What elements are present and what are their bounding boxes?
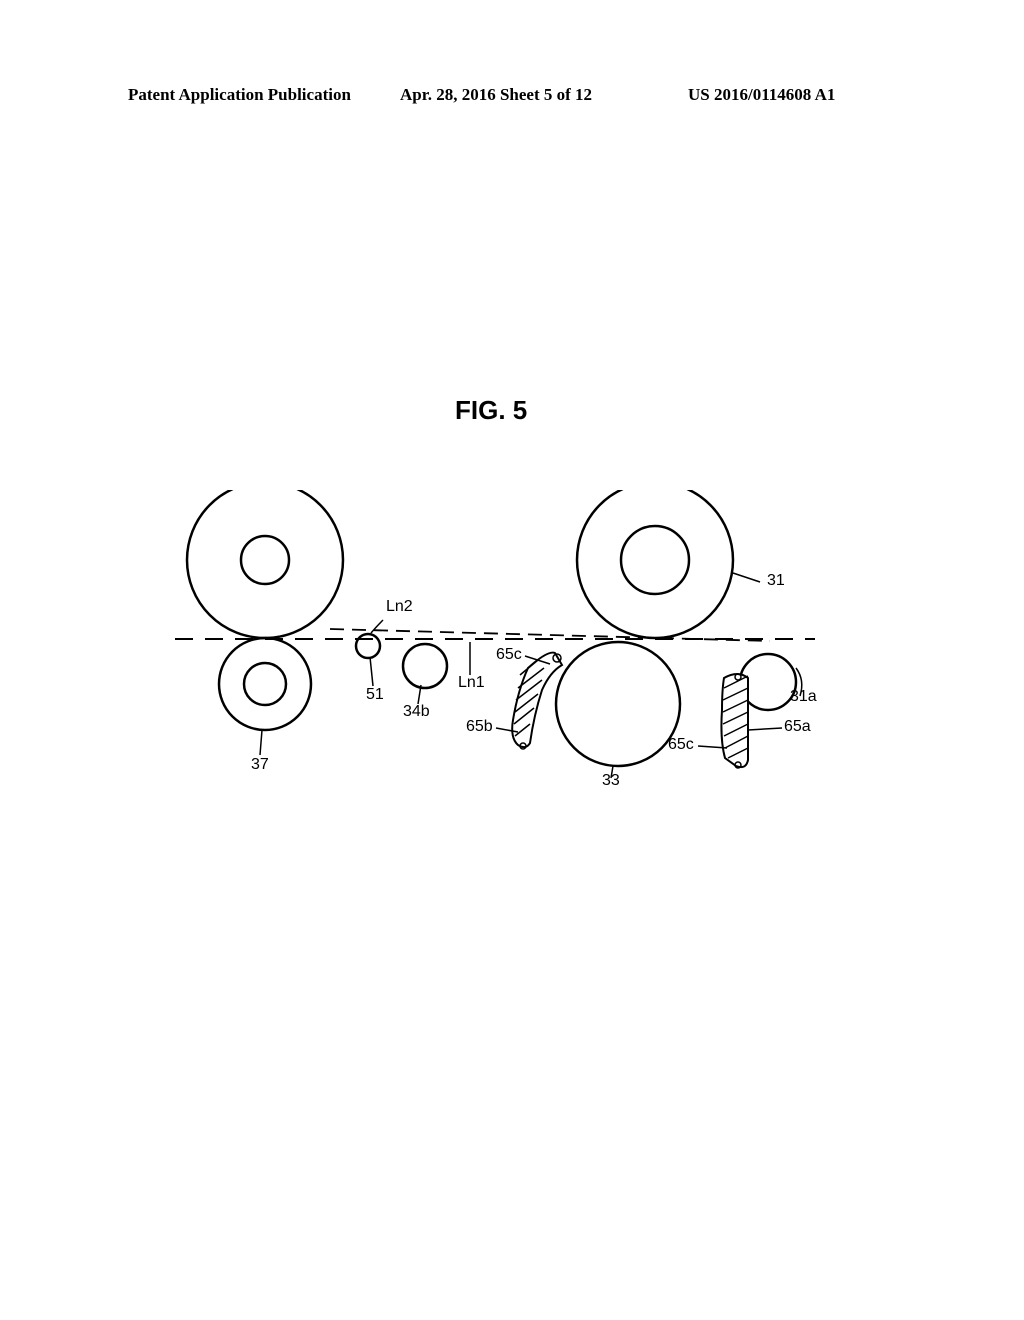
label-51: 51 — [366, 686, 384, 704]
label-33: 33 — [602, 772, 620, 790]
header-center: Apr. 28, 2016 Sheet 5 of 12 — [400, 85, 592, 105]
label-65a: 65a — [784, 718, 811, 736]
label-37: 37 — [251, 756, 269, 774]
label-65c-left: 65c — [496, 646, 522, 664]
header-right: US 2016/0114608 A1 — [688, 85, 835, 105]
label-ln2: Ln2 — [386, 598, 413, 616]
technical-diagram: Ln2 31 51 34b Ln1 65c 37 65b 33 65c 31a … — [150, 490, 850, 810]
label-65c-right: 65c — [668, 736, 694, 754]
header-left: Patent Application Publication — [128, 85, 351, 105]
label-ln1: Ln1 — [458, 674, 485, 692]
figure-title: FIG. 5 — [455, 395, 527, 426]
label-34b: 34b — [403, 703, 430, 721]
label-31a: 31a — [790, 688, 817, 706]
label-65b: 65b — [466, 718, 493, 736]
label-31: 31 — [767, 572, 785, 590]
